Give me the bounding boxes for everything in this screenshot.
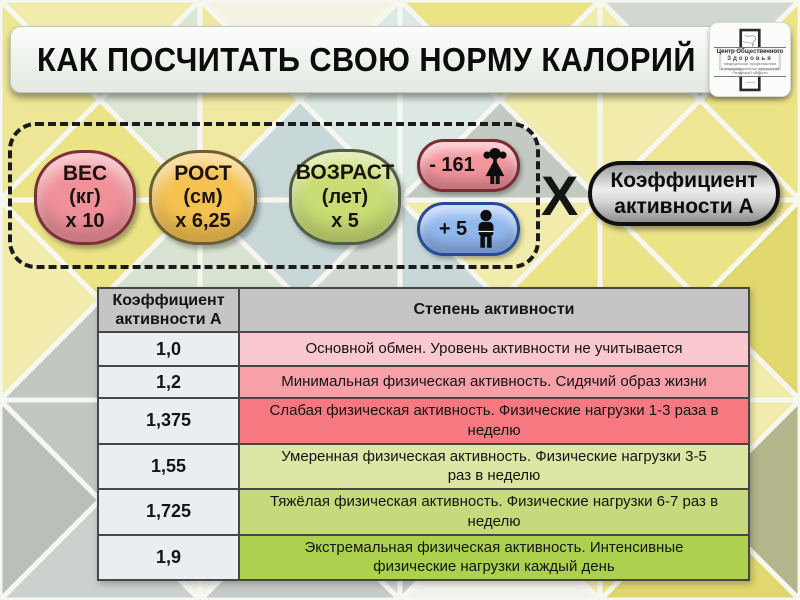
coefficient-value: 1,2 — [99, 367, 240, 397]
activity-description: Слабая физическая активность. Физические… — [240, 399, 748, 443]
table-row: 1,55 Умеренная физическая активность. Фи… — [99, 442, 748, 488]
female-adjustment-value: - 161 — [429, 154, 475, 176]
activity-description: Минимальная физическая активность. Сидяч… — [240, 367, 748, 397]
height-factor-oval: РОСТ (см) х 6,25 — [149, 150, 257, 245]
activity-description: Основной обмен. Уровень активности не уч… — [240, 333, 748, 365]
activity-description: Тяжёлая физическая активность. Физически… — [240, 490, 748, 534]
title-bar: КАК ПОСЧИТАТЬ СВОЮ НОРМУ КАЛОРИЙ Центр О… — [10, 22, 791, 97]
factor-title: ВОЗРАСТ — [295, 161, 395, 185]
coefficient-column-header: Коэффициент активности А — [99, 289, 240, 331]
activity-description: Умеренная физическая активность. Физичес… — [240, 444, 748, 488]
activity-coefficient-table: Коэффициент активности А Степень активно… — [97, 287, 750, 581]
male-adjustment-pill: + 5 — [417, 202, 520, 256]
activity-coefficient-label: Коэффициент активности А — [610, 169, 758, 218]
table-row: 1,725 Тяжёлая физическая активность. Физ… — [99, 488, 748, 534]
activity-description: Экстремальная физическая активность. Инт… — [240, 535, 748, 579]
coefficient-value: 1,375 — [99, 399, 240, 443]
man-icon — [478, 209, 494, 248]
coefficient-value: 1,9 — [99, 535, 240, 579]
table-row: 1,9 Экстремальная физическая активность.… — [99, 533, 748, 579]
factor-title: ВЕС — [62, 161, 108, 185]
factor-unit: (кг) — [69, 186, 101, 209]
factor-title: РОСТ — [174, 161, 232, 185]
age-factor-oval: ВОЗРАСТ (лет) х 5 — [289, 149, 401, 245]
multiply-operator: X — [541, 164, 579, 227]
factor-multiplier: х 10 — [65, 210, 105, 233]
org-logo: Центр Общественного Здоровья медицинской… — [709, 22, 791, 97]
activity-column-header: Степень активности — [240, 289, 748, 331]
woman-icon — [483, 147, 507, 184]
male-adjustment-value: + 5 — [438, 217, 468, 240]
factor-unit: (см) — [183, 186, 223, 209]
table-row: 1,2 Минимальная физическая активность. С… — [99, 365, 748, 397]
formula-group-border — [8, 122, 540, 269]
org-logo-text: Центр Общественного Здоровья медицинской… — [714, 47, 786, 78]
table-row: 1,375 Слабая физическая активность. Физи… — [99, 397, 748, 443]
factor-multiplier: х 6,25 — [175, 210, 231, 233]
factor-unit: (лет) — [321, 185, 369, 208]
factor-multiplier: х 5 — [331, 209, 359, 232]
coefficient-value: 1,55 — [99, 444, 240, 488]
table-row: 1,0 Основной обмен. Уровень активности н… — [99, 331, 748, 365]
weight-factor-oval: ВЕС (кг) х 10 — [34, 150, 136, 245]
female-adjustment-pill: - 161 — [417, 139, 520, 192]
coefficient-value: 1,725 — [99, 490, 240, 534]
page-title: КАК ПОСЧИТАТЬ СВОЮ НОРМУ КАЛОРИЙ — [37, 40, 696, 78]
coefficient-value: 1,0 — [99, 333, 240, 365]
activity-coefficient-pill: Коэффициент активности А — [588, 161, 780, 226]
table-header-row: Коэффициент активности А Степень активно… — [99, 289, 748, 331]
